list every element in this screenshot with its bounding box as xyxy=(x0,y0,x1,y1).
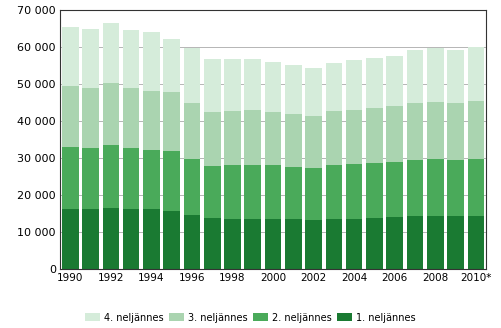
Bar xyxy=(123,209,139,269)
Bar xyxy=(123,148,139,209)
Bar xyxy=(407,160,423,216)
Bar xyxy=(386,217,403,269)
Bar xyxy=(467,159,484,216)
Bar xyxy=(183,48,200,103)
Bar xyxy=(265,62,282,112)
Bar xyxy=(204,218,220,269)
Bar xyxy=(123,30,139,88)
Bar xyxy=(204,112,220,166)
Bar xyxy=(366,108,383,163)
Bar xyxy=(204,59,220,112)
Bar xyxy=(427,102,443,159)
Bar xyxy=(366,218,383,269)
Bar xyxy=(305,220,322,269)
Bar xyxy=(143,32,160,91)
Bar xyxy=(82,209,99,269)
Bar xyxy=(366,58,383,108)
Bar xyxy=(326,165,342,219)
Bar xyxy=(407,216,423,269)
Bar xyxy=(447,50,464,103)
Bar xyxy=(103,208,119,269)
Bar xyxy=(204,166,220,218)
Bar xyxy=(224,111,241,165)
Bar xyxy=(62,147,79,209)
Bar xyxy=(407,103,423,160)
Bar xyxy=(163,39,180,92)
Bar xyxy=(427,216,443,269)
Bar xyxy=(163,92,180,151)
Bar xyxy=(366,163,383,218)
Bar xyxy=(265,165,282,219)
Bar xyxy=(447,103,464,160)
Bar xyxy=(224,219,241,269)
Bar xyxy=(62,209,79,269)
Bar xyxy=(386,106,403,162)
Bar xyxy=(163,151,180,211)
Bar xyxy=(183,103,200,159)
Bar xyxy=(407,50,423,103)
Bar xyxy=(244,110,261,165)
Bar xyxy=(346,60,362,110)
Bar xyxy=(346,110,362,164)
Bar xyxy=(143,209,160,269)
Bar xyxy=(326,219,342,269)
Bar xyxy=(326,63,342,111)
Bar xyxy=(305,168,322,220)
Bar xyxy=(427,48,443,102)
Bar xyxy=(183,215,200,269)
Bar xyxy=(386,56,403,106)
Bar xyxy=(163,211,180,269)
Bar xyxy=(346,164,362,219)
Bar xyxy=(224,59,241,111)
Bar xyxy=(305,116,322,168)
Legend: 4. neljännes, 3. neljännes, 2. neljännes, 1. neljännes: 4. neljännes, 3. neljännes, 2. neljännes… xyxy=(82,309,419,326)
Bar xyxy=(447,160,464,216)
Bar xyxy=(82,29,99,88)
Bar xyxy=(103,23,119,83)
Bar xyxy=(103,145,119,208)
Bar xyxy=(143,150,160,209)
Bar xyxy=(143,91,160,150)
Bar xyxy=(285,219,302,269)
Bar xyxy=(244,59,261,110)
Bar xyxy=(244,219,261,269)
Bar xyxy=(103,83,119,145)
Bar xyxy=(82,148,99,209)
Bar xyxy=(447,216,464,269)
Bar xyxy=(386,162,403,217)
Bar xyxy=(183,159,200,215)
Bar xyxy=(123,88,139,148)
Bar xyxy=(346,219,362,269)
Bar xyxy=(62,27,79,86)
Bar xyxy=(305,68,322,116)
Bar xyxy=(82,88,99,148)
Bar xyxy=(265,112,282,165)
Bar xyxy=(326,111,342,165)
Bar xyxy=(244,165,261,219)
Bar xyxy=(265,219,282,269)
Bar xyxy=(285,114,302,167)
Bar xyxy=(285,167,302,219)
Bar xyxy=(467,47,484,101)
Bar xyxy=(427,159,443,216)
Bar xyxy=(467,216,484,269)
Bar xyxy=(467,101,484,159)
Bar xyxy=(224,165,241,219)
Bar xyxy=(62,86,79,147)
Bar xyxy=(285,65,302,114)
